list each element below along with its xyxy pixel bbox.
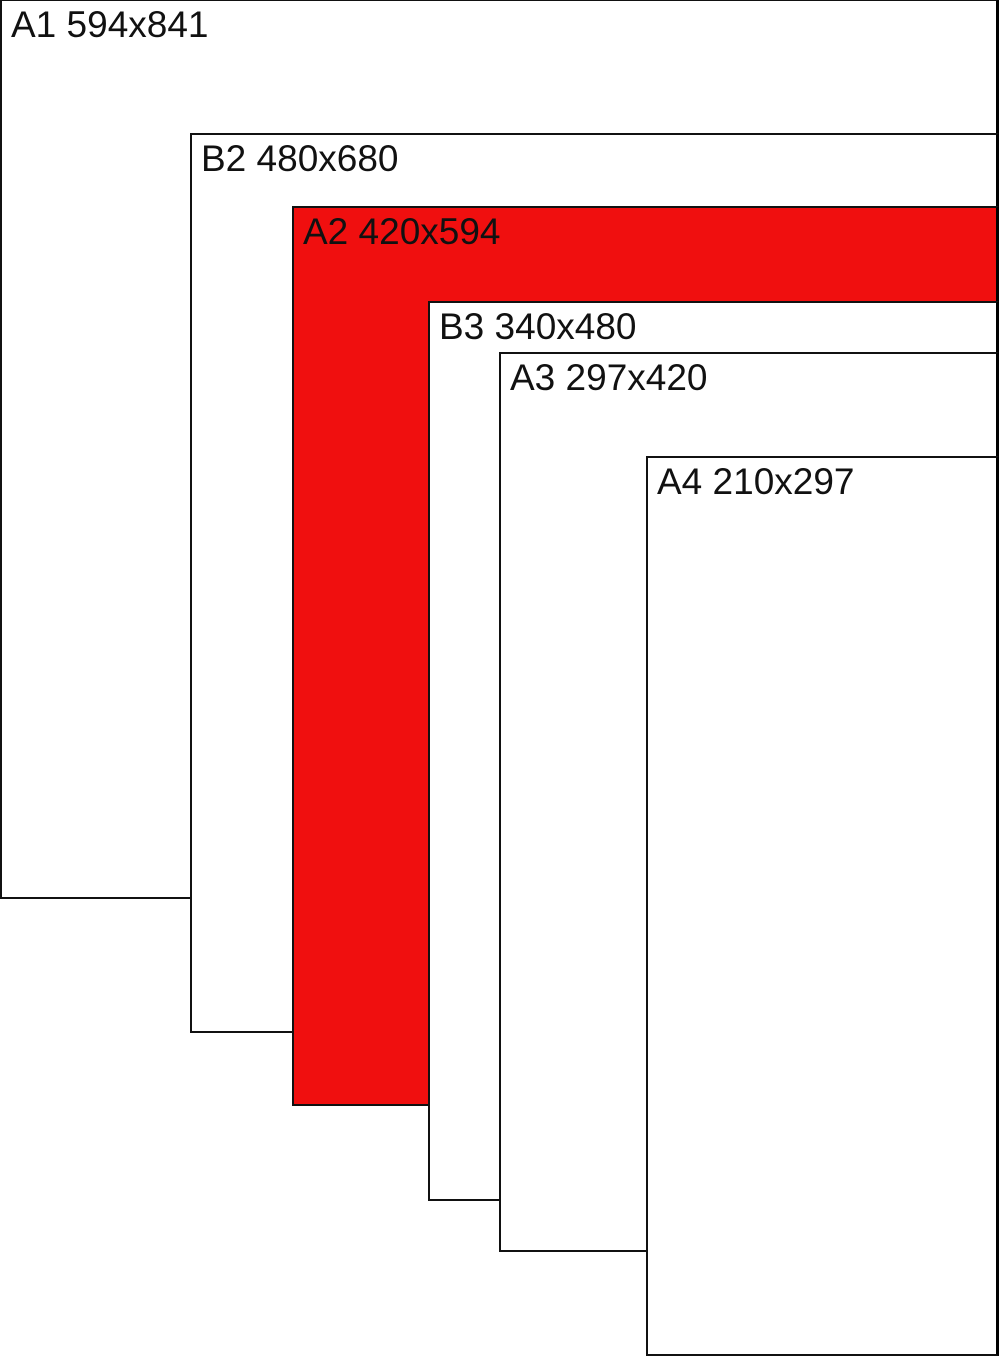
sheet-a3-label: A3 297x420 — [510, 357, 708, 398]
sheet-a4-label: A4 210x297 — [657, 461, 855, 502]
sheet-a2-label: A2 420x594 — [303, 211, 501, 252]
sheet-a4: A4 210x297 — [646, 456, 999, 1356]
sheet-b2-label: B2 480x680 — [201, 138, 399, 179]
sheet-b3-label: B3 340x480 — [439, 306, 637, 347]
sheet-a1-label: A1 594x841 — [11, 4, 209, 45]
